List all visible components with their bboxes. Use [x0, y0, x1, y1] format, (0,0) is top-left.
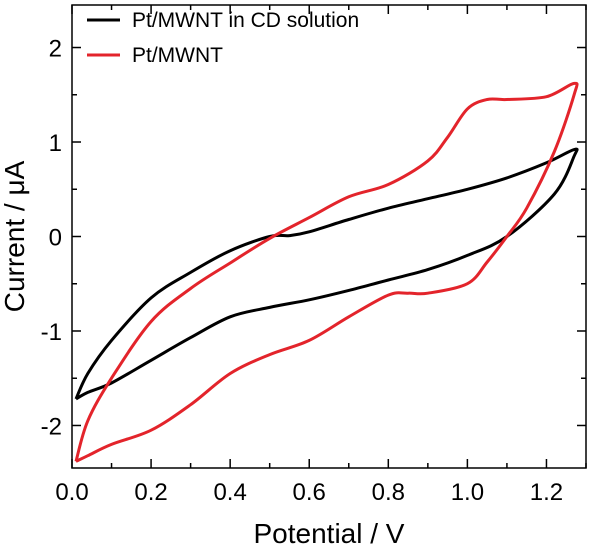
series-line-pt-mwnt — [74, 81, 579, 463]
x-tick-label: 1.0 — [451, 479, 484, 506]
y-tick-label: 2 — [49, 36, 62, 63]
series-layer — [74, 81, 579, 463]
ticks-layer — [71, 5, 587, 468]
series-line-cd-solution — [74, 147, 579, 401]
x-tick-label: 0.8 — [372, 479, 405, 506]
y-tick-label: 1 — [49, 130, 62, 157]
x-axis-title: Potential / V — [254, 518, 405, 549]
y-tick-label: -1 — [41, 319, 62, 346]
x-tick-label: 0.4 — [213, 479, 246, 506]
x-tick-label: 0.2 — [134, 479, 167, 506]
y-axis-title: Current / μA — [0, 160, 30, 312]
x-tick-label: 1.2 — [530, 479, 563, 506]
y-tick-label: -2 — [41, 413, 62, 440]
legend-label-pt-mwnt: Pt/MWNT — [132, 44, 223, 67]
x-tick-label: 0.0 — [55, 479, 88, 506]
y-tick-label: 0 — [49, 225, 62, 252]
legend-label-cd-solution: Pt/MWNT in CD solution — [132, 9, 359, 32]
x-tick-label: 0.6 — [293, 479, 326, 506]
tick-labels-layer: 0.0 0.2 0.4 0.6 0.8 1.0 1.2 -2 -1 0 1 2 — [41, 36, 563, 506]
legend: Pt/MWNT in CD solution Pt/MWNT — [87, 9, 359, 67]
